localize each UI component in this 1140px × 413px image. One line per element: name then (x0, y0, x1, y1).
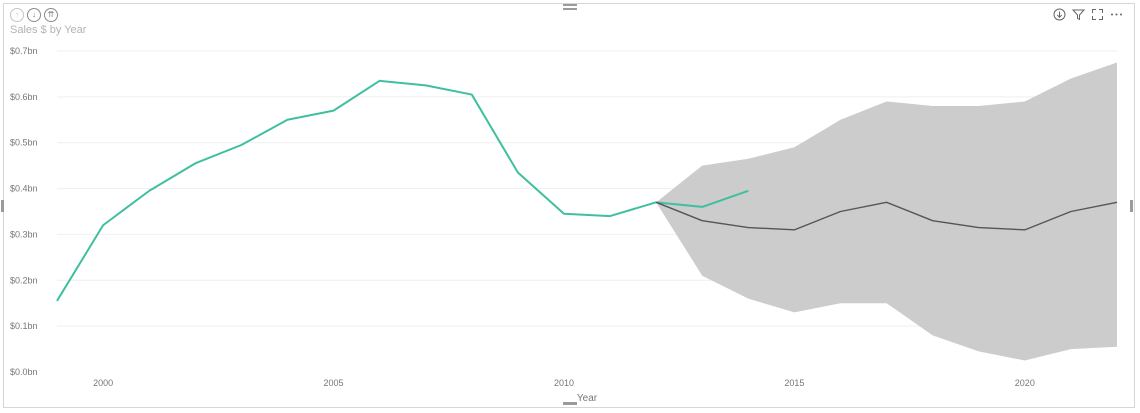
actual-sales-line (56, 79, 749, 302)
drill-controls: ↑ ↓ ⇈ (10, 8, 58, 22)
expand-all-icon[interactable]: ⇈ (44, 8, 58, 22)
drill-up-icon[interactable]: ↑ (10, 8, 24, 22)
y-tick-label: $0.0bn (10, 367, 38, 377)
y-tick-label: $0.5bn (10, 138, 38, 148)
x-tick-label: 2010 (554, 378, 574, 388)
resize-handle-right[interactable] (1130, 200, 1133, 212)
x-tick-label: 2005 (324, 378, 344, 388)
y-tick-label: $0.4bn (10, 184, 38, 194)
visual-header-options (1053, 8, 1123, 21)
drill-down-icon[interactable]: ↓ (27, 8, 41, 22)
forecast-confidence-band (656, 62, 1117, 361)
drill-mode-icon[interactable] (1053, 8, 1066, 21)
filter-icon[interactable] (1071, 8, 1086, 21)
forecast-line (655, 201, 1118, 231)
x-tick-label: 2000 (93, 378, 113, 388)
focus-mode-icon[interactable] (1091, 8, 1104, 21)
drag-handle[interactable] (563, 4, 577, 14)
x-axis-title: Year (577, 393, 598, 404)
resize-handle-bottom[interactable] (563, 402, 577, 405)
chart-title: Sales $ by Year (10, 24, 87, 36)
y-tick-label: $0.1bn (10, 321, 38, 331)
resize-handle-left[interactable] (1, 200, 4, 212)
y-tick-label: $0.7bn (10, 46, 38, 56)
y-tick-label: $0.6bn (10, 92, 38, 102)
x-tick-label: 2020 (1015, 378, 1035, 388)
more-options-icon[interactable] (1110, 8, 1123, 21)
x-tick-label: 2015 (784, 378, 804, 388)
y-tick-label: $0.2bn (10, 275, 38, 285)
y-tick-label: $0.3bn (10, 229, 38, 239)
